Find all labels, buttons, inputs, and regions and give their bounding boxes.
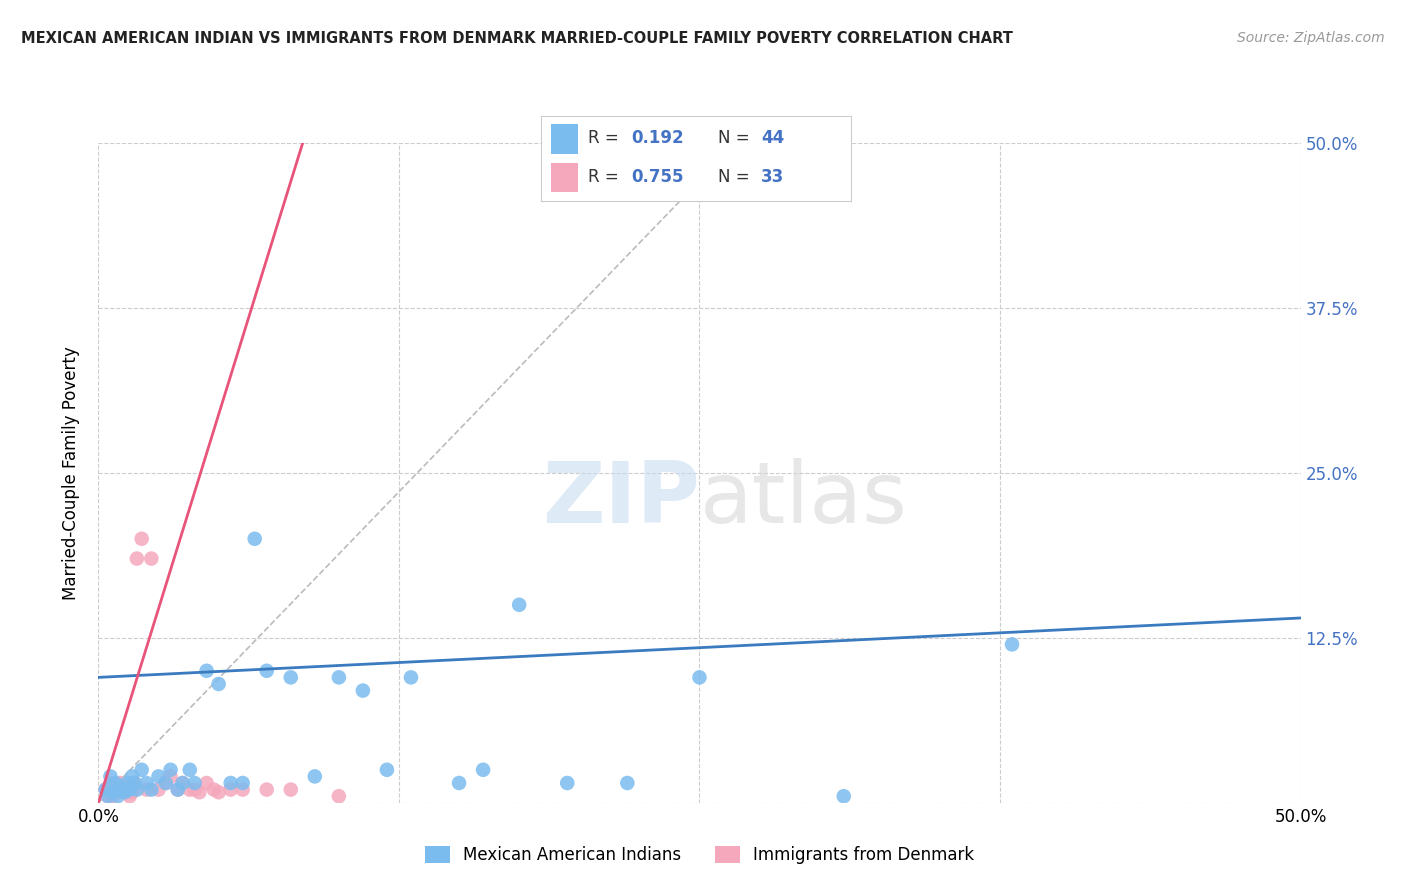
Text: ZIP: ZIP bbox=[541, 458, 700, 541]
Point bbox=[100, 769, 122, 783]
Point bbox=[166, 782, 188, 797]
Point bbox=[280, 782, 302, 797]
Point bbox=[141, 551, 163, 566]
Point bbox=[124, 776, 146, 790]
Point bbox=[208, 785, 231, 799]
Point bbox=[121, 769, 143, 783]
Y-axis label: Married-Couple Family Poverty: Married-Couple Family Poverty bbox=[62, 346, 80, 599]
Point bbox=[118, 789, 141, 804]
Text: R =: R = bbox=[588, 168, 624, 186]
Point bbox=[689, 670, 711, 684]
Point bbox=[219, 776, 242, 790]
Point bbox=[125, 782, 148, 797]
Point bbox=[166, 782, 188, 797]
Point bbox=[131, 763, 153, 777]
Point bbox=[304, 769, 326, 783]
Point bbox=[328, 670, 350, 684]
Point bbox=[159, 763, 181, 777]
Point bbox=[97, 789, 120, 804]
Point bbox=[148, 782, 170, 797]
Point bbox=[179, 782, 201, 797]
Text: 0.192: 0.192 bbox=[631, 129, 683, 147]
Point bbox=[832, 789, 855, 804]
Point bbox=[131, 532, 153, 546]
Point bbox=[117, 776, 139, 790]
Text: 44: 44 bbox=[761, 129, 785, 147]
Point bbox=[108, 780, 131, 794]
Point bbox=[328, 789, 350, 804]
Point bbox=[352, 683, 374, 698]
Point bbox=[107, 782, 129, 797]
Point bbox=[111, 782, 134, 797]
Point bbox=[243, 532, 266, 546]
Point bbox=[219, 782, 242, 797]
Point bbox=[188, 785, 211, 799]
Point bbox=[104, 785, 127, 799]
Point bbox=[97, 789, 120, 804]
Point bbox=[155, 776, 177, 790]
Point bbox=[125, 551, 148, 566]
Text: R =: R = bbox=[588, 129, 624, 147]
Point bbox=[616, 776, 638, 790]
FancyBboxPatch shape bbox=[551, 162, 578, 192]
Point bbox=[94, 782, 117, 797]
Point bbox=[555, 776, 578, 790]
Point bbox=[114, 785, 136, 799]
Point bbox=[101, 789, 124, 804]
Text: atlas: atlas bbox=[700, 458, 907, 541]
Text: N =: N = bbox=[717, 168, 755, 186]
Point bbox=[280, 670, 302, 684]
Point bbox=[195, 664, 218, 678]
Point bbox=[104, 776, 127, 790]
Point bbox=[114, 785, 136, 799]
Point bbox=[94, 782, 117, 797]
Point bbox=[121, 785, 143, 799]
Point bbox=[172, 776, 194, 790]
Point bbox=[148, 769, 170, 783]
Point bbox=[141, 782, 163, 797]
Point bbox=[101, 785, 124, 799]
Point bbox=[195, 776, 218, 790]
Point bbox=[1001, 637, 1024, 651]
FancyBboxPatch shape bbox=[551, 124, 578, 154]
Point bbox=[159, 769, 181, 783]
Point bbox=[100, 776, 122, 790]
Text: MEXICAN AMERICAN INDIAN VS IMMIGRANTS FROM DENMARK MARRIED-COUPLE FAMILY POVERTY: MEXICAN AMERICAN INDIAN VS IMMIGRANTS FR… bbox=[21, 31, 1012, 46]
Point bbox=[107, 789, 129, 804]
Point bbox=[472, 763, 495, 777]
Point bbox=[256, 782, 278, 797]
Point bbox=[172, 776, 194, 790]
Text: Source: ZipAtlas.com: Source: ZipAtlas.com bbox=[1237, 31, 1385, 45]
Point bbox=[375, 763, 398, 777]
Text: N =: N = bbox=[717, 129, 755, 147]
Point bbox=[232, 782, 254, 797]
Point bbox=[183, 782, 205, 797]
Point bbox=[183, 776, 205, 790]
Point bbox=[111, 782, 134, 797]
Point bbox=[135, 776, 157, 790]
Point bbox=[202, 782, 225, 797]
Text: 33: 33 bbox=[761, 168, 785, 186]
Text: 0.755: 0.755 bbox=[631, 168, 683, 186]
Point bbox=[124, 776, 146, 790]
Point bbox=[399, 670, 422, 684]
Legend: Mexican American Indians, Immigrants from Denmark: Mexican American Indians, Immigrants fro… bbox=[418, 838, 981, 871]
Point bbox=[108, 776, 131, 790]
Point bbox=[135, 782, 157, 797]
Point bbox=[508, 598, 530, 612]
Point bbox=[117, 782, 139, 797]
Point bbox=[155, 776, 177, 790]
Point bbox=[232, 776, 254, 790]
Point bbox=[118, 782, 141, 797]
Point bbox=[179, 763, 201, 777]
Point bbox=[256, 664, 278, 678]
Point bbox=[208, 677, 231, 691]
Point bbox=[447, 776, 470, 790]
